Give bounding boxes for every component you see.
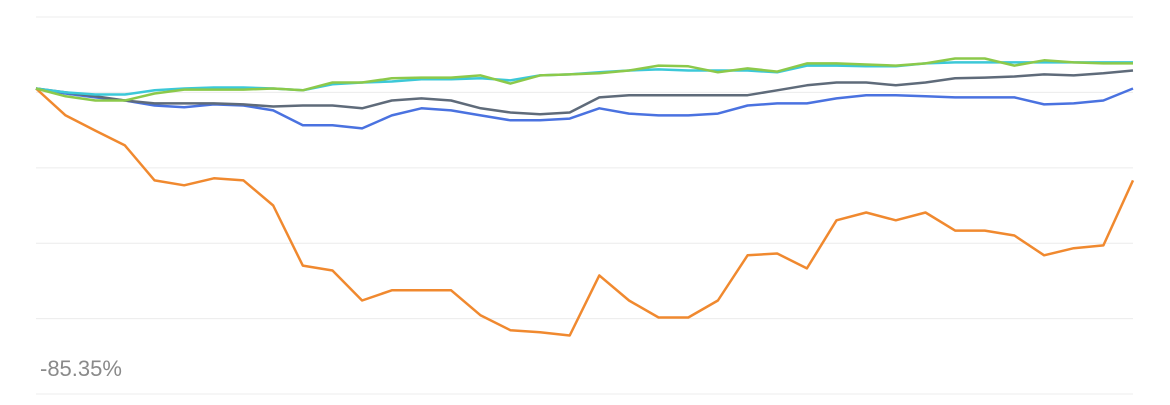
series-line (35, 69, 1134, 116)
series-line (35, 57, 1133, 102)
y-tick-label: -85.35% (40, 356, 122, 381)
series-line (35, 87, 1134, 130)
series-line (35, 87, 1135, 337)
